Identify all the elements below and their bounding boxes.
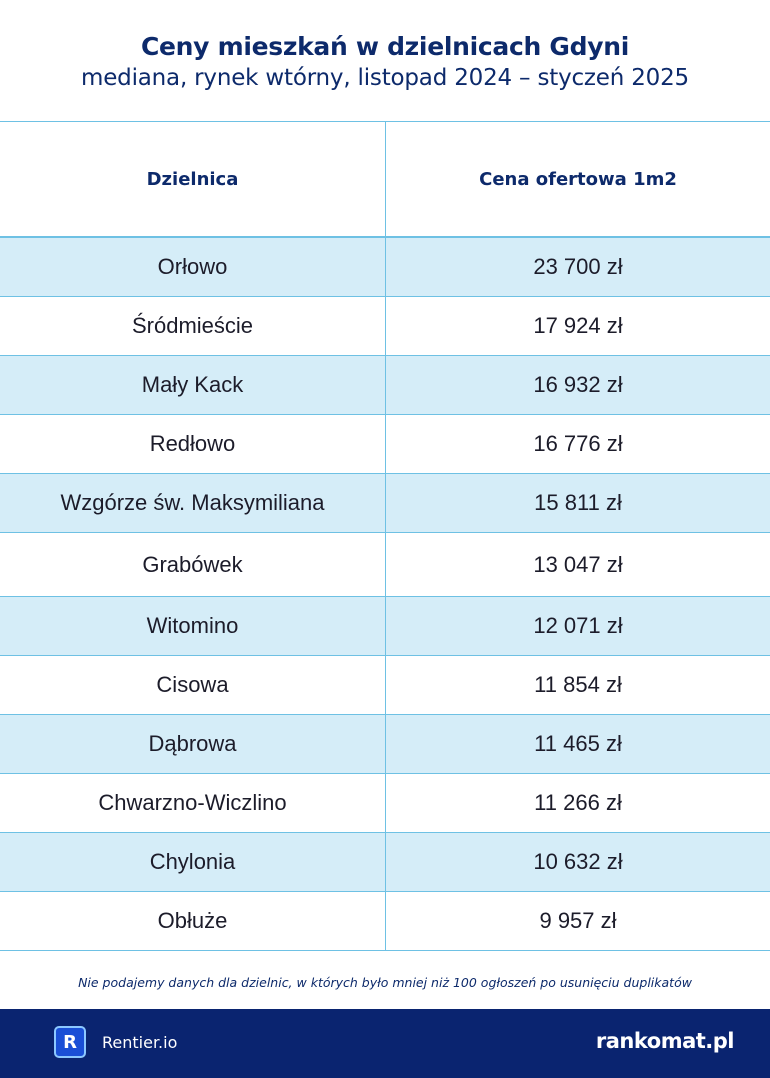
table-row: Śródmieście 17 924 zł [0,297,770,356]
table-row: Cisowa 11 854 zł [0,656,770,715]
table-row: Obłuże 9 957 zł [0,892,770,951]
table-row: Grabówek 13 047 zł [0,533,770,597]
price-cell: 16 776 zł [533,431,623,456]
district-cell: Mały Kack [0,356,386,414]
price-cell: 11 854 zł [534,672,622,697]
price-cell: 17 924 zł [533,313,623,338]
table-row: Chwarzno-Wiczlino 11 266 zł [0,774,770,833]
table-row: Mały Kack 16 932 zł [0,356,770,415]
table-row: Redłowo 16 776 zł [0,415,770,474]
rankomat-logo[interactable]: rankomat.pl [595,1029,735,1053]
price-cell: 15 811 zł [534,490,622,515]
rentier-brand-label: Rentier.io [102,1032,178,1052]
district-cell: Redłowo [0,415,386,473]
table-header-row: Dzielnica Cena ofertowa 1m2 [0,122,770,238]
page-subtitle: mediana, rynek wtórny, listopad 2024 – s… [81,65,689,91]
district-cell: Śródmieście [0,297,386,355]
district-cell: Chylonia [0,833,386,891]
price-cell: 13 047 zł [533,551,623,577]
rentier-logo[interactable]: R Rentier.io [54,1026,177,1058]
district-cell: Obłuże [0,892,386,950]
price-cell: 12 071 zł [533,613,623,638]
table-row: Orłowo 23 700 zł [0,238,770,297]
district-cell: Cisowa [0,656,386,714]
district-cell: Wzgórze św. Maksymiliana [0,474,386,532]
price-cell: 9 957 zł [539,908,617,933]
table-row: Dąbrowa 11 465 zł [0,715,770,774]
price-cell: 11 266 zł [534,790,622,815]
page-title: Ceny mieszkań w dzielnicach Gdyni [140,32,629,61]
district-cell: Chwarzno-Wiczlino [0,774,386,832]
column-header-district: Dzielnica [0,122,386,236]
price-cell: 23 700 zł [533,254,623,279]
district-cell: Dąbrowa [0,715,386,773]
rentier-r-icon: R [54,1026,86,1058]
prices-table: Dzielnica Cena ofertowa 1m2 Orłowo 23 70… [0,121,770,951]
table-row: Wzgórze św. Maksymiliana 15 811 zł [0,474,770,533]
footnote: Nie podajemy danych dla dzielnic, w któr… [78,975,692,990]
footer-bar: R Rentier.io rankomat.pl [0,1009,770,1078]
district-cell: Witomino [0,597,386,655]
table-row: Chylonia 10 632 zł [0,833,770,892]
header: Ceny mieszkań w dzielnicach Gdyni median… [0,32,770,91]
table-row: Witomino 12 071 zł [0,597,770,656]
district-cell: Grabówek [0,533,386,596]
price-cell: 16 932 zł [533,372,623,397]
price-cell: 10 632 zł [533,849,623,874]
column-header-price: Cena ofertowa 1m2 [479,168,677,190]
district-cell: Orłowo [0,238,386,296]
price-cell: 11 465 zł [534,731,622,756]
